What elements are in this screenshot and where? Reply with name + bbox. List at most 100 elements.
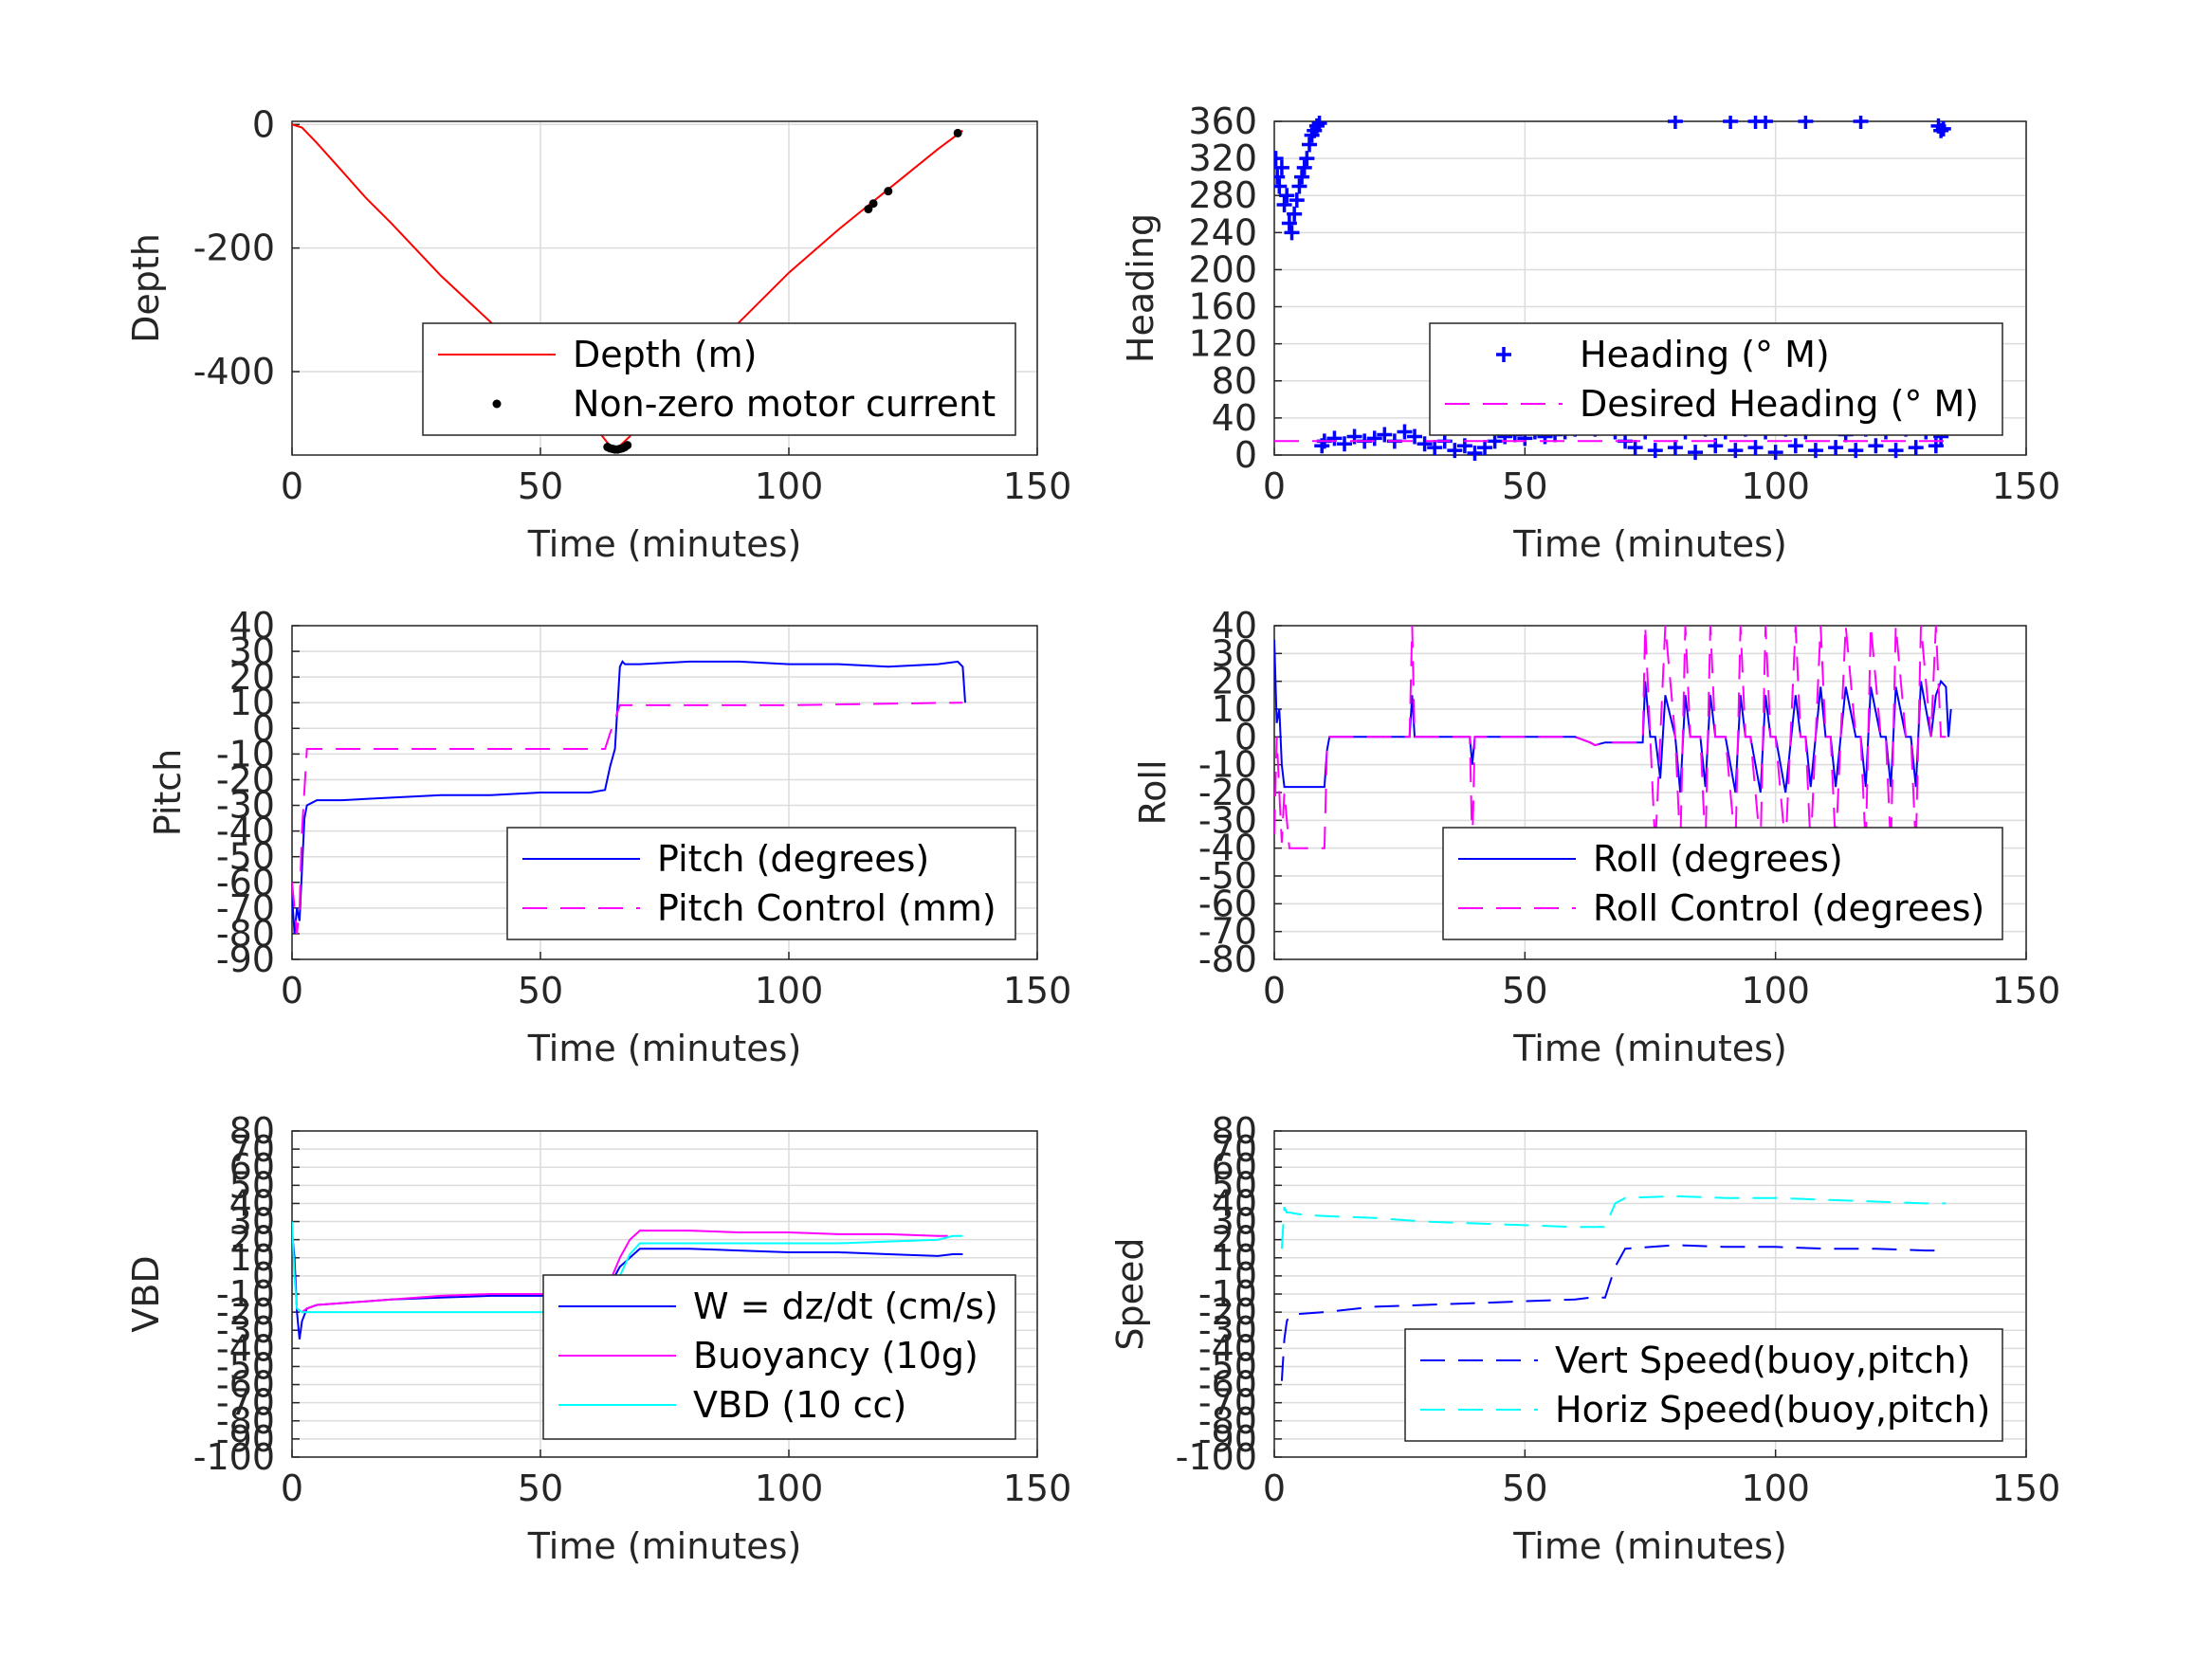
y-tick-label: -80 xyxy=(216,1400,275,1442)
series-1-point xyxy=(1627,440,1643,456)
legend-label: Horiz Speed(buoy,pitch) xyxy=(1555,1389,1990,1431)
series-1-point xyxy=(1276,197,1292,212)
y-tick-label: 20 xyxy=(229,1219,275,1261)
y-tick-label: 10 xyxy=(1212,688,1257,730)
y-tick-label: 50 xyxy=(1212,1164,1257,1206)
axes-frame xyxy=(291,625,1038,960)
y-tick-label: -40 xyxy=(216,1327,275,1369)
y-axis-label: Speed xyxy=(1109,1237,1151,1350)
y-tick-label: -90 xyxy=(216,939,275,980)
legend-box xyxy=(1442,827,2003,940)
legend: Heading (° M) Desired Heading (° M) xyxy=(1429,322,2003,436)
y-tick-label: 30 xyxy=(229,1201,275,1243)
y-tick-label: 0 xyxy=(252,1255,275,1297)
series-1-point xyxy=(1828,440,1844,456)
series-1-line xyxy=(1274,639,1952,793)
series-1-point xyxy=(1326,430,1343,447)
y-tick-label: 0 xyxy=(252,103,275,145)
series-1-point xyxy=(1299,151,1315,167)
y-tick-label: 0 xyxy=(252,707,275,749)
series-2-line xyxy=(1280,1194,1947,1249)
series-1-point xyxy=(1287,206,1303,222)
y-tick-label: 20 xyxy=(1212,661,1257,702)
x-tick-label: 50 xyxy=(518,1468,563,1509)
legend-label: Buoyancy (10g) xyxy=(693,1335,978,1376)
x-tick-label: 0 xyxy=(281,970,303,1012)
y-tick-label: -30 xyxy=(216,785,275,827)
series-1-point xyxy=(1274,178,1288,194)
series-1-point xyxy=(1302,137,1318,153)
subplot-6: 0 50 100 15080706050403020100-10-20-30-40-5… xyxy=(1109,1110,2060,1567)
y-tick-label: -20 xyxy=(216,1291,275,1333)
series-1-point xyxy=(1296,159,1312,175)
y-tick-label: 0 xyxy=(1234,434,1257,476)
x-axis-label: Time (minutes) xyxy=(527,1028,802,1069)
series-1-point xyxy=(1291,178,1307,194)
legend-box xyxy=(542,1274,1016,1440)
series-2-point xyxy=(868,199,878,209)
series-1-line xyxy=(292,660,966,934)
y-tick-label: 80 xyxy=(1212,360,1257,402)
subplot-5: 0 50 100 15080706050403020100-10-20-30-40-5… xyxy=(125,1110,1071,1567)
series-1-point xyxy=(1688,445,1704,461)
y-tick-label: 0 xyxy=(1234,1255,1257,1297)
series-1-point xyxy=(1477,440,1493,456)
x-axis-label: Time (minutes) xyxy=(1512,1525,1787,1567)
y-tick-label: 20 xyxy=(229,656,275,698)
y-tick-label: 30 xyxy=(1212,1201,1257,1243)
y-tick-label: -100 xyxy=(1176,1436,1257,1478)
y-axis-label: Pitch xyxy=(147,749,189,837)
x-tick-label: 150 xyxy=(1992,1468,2061,1509)
series-2-point xyxy=(623,441,632,450)
series-1-point xyxy=(1935,120,1951,137)
legend: Roll (degrees) Roll Control (degrees) xyxy=(1442,827,2003,940)
series-1-point xyxy=(1888,443,1904,459)
y-tick-label: 70 xyxy=(1212,1128,1257,1170)
legend-label: Vert Speed(buoy,pitch) xyxy=(1555,1340,1970,1381)
series-1-point xyxy=(1667,440,1683,456)
y-tick-label: -50 xyxy=(216,836,275,878)
x-tick-label: 100 xyxy=(1741,970,1810,1012)
x-tick-label: 0 xyxy=(281,465,303,507)
x-axis-label: Time (minutes) xyxy=(527,1525,802,1567)
y-tick-label: -20 xyxy=(216,758,275,800)
series-2-line xyxy=(292,702,963,934)
y-tick-label: 10 xyxy=(229,682,275,723)
y-tick-label: -60 xyxy=(1198,1364,1257,1406)
legend-label: Heading (° M) xyxy=(1580,334,1830,375)
y-tick-label: -10 xyxy=(1198,1273,1257,1315)
y-tick-label: 40 xyxy=(1212,397,1257,439)
y-tick-label: 70 xyxy=(229,1128,275,1170)
series-1-point xyxy=(1647,443,1663,459)
series-1-point xyxy=(1279,188,1295,204)
x-tick-label: 100 xyxy=(1741,1468,1810,1509)
x-tick-label: 100 xyxy=(755,970,824,1012)
y-tick-label: -10 xyxy=(216,1273,275,1315)
y-tick-label: -30 xyxy=(216,1309,275,1351)
legend-label: Pitch Control (mm) xyxy=(657,887,996,929)
y-axis-label: Roll xyxy=(1132,759,1174,825)
series-1-point xyxy=(1848,443,1864,459)
series-1-point xyxy=(1728,443,1744,459)
legend-box xyxy=(422,322,1016,436)
series-1-point xyxy=(1767,445,1783,461)
series-1-point xyxy=(1787,438,1803,454)
y-tick-label: 160 xyxy=(1188,286,1257,328)
y-tick-label: -70 xyxy=(216,887,275,929)
x-tick-label: 150 xyxy=(1003,1468,1072,1509)
legend-label: Desired Heading (° M) xyxy=(1580,383,1979,425)
legend-box xyxy=(1429,322,2003,436)
x-tick-label: 150 xyxy=(1003,970,1072,1012)
x-axis-label: Time (minutes) xyxy=(1512,523,1787,565)
x-axis-label: Time (minutes) xyxy=(1512,1028,1787,1069)
series-1-point xyxy=(1868,438,1884,454)
series-1-point xyxy=(1908,440,1924,456)
y-tick-label: 40 xyxy=(1212,605,1257,647)
series-1-point xyxy=(1667,116,1683,129)
series-2-point xyxy=(953,128,962,137)
axes-frame xyxy=(291,120,1038,456)
y-tick-label: 50 xyxy=(229,1164,275,1206)
legend-box xyxy=(1404,1328,2003,1442)
x-tick-label: 0 xyxy=(1263,970,1286,1012)
